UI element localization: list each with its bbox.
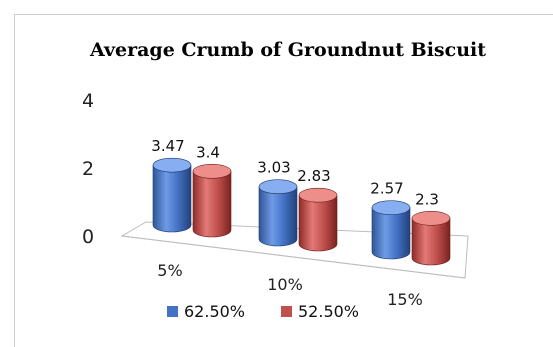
bar: [152, 157, 192, 233]
bar: [192, 164, 232, 238]
x-category-label: 15%: [387, 290, 423, 309]
legend: 62.50% 52.50%: [167, 302, 359, 321]
bar-top: [258, 179, 298, 195]
bar-top: [152, 157, 192, 173]
bar-body: [192, 171, 232, 238]
legend-swatch: [167, 306, 178, 317]
value-labels-group: 3.47 3.4 3.03 2.83 2.57 2.3: [151, 137, 439, 208]
data-label: 3.03: [257, 159, 290, 177]
data-label: 2.57: [370, 180, 403, 198]
legend-swatch: [281, 306, 292, 317]
data-label: 2.3: [415, 190, 439, 208]
legend-label: 62.50%: [184, 302, 245, 321]
bar-body: [371, 207, 411, 260]
bar-body: [258, 186, 298, 247]
bar: [298, 187, 338, 252]
bar-top: [371, 200, 411, 215]
bar-top: [298, 187, 338, 203]
y-tick-label: 4: [82, 90, 94, 112]
bar-top: [192, 164, 232, 179]
legend-label: 52.50%: [298, 302, 359, 321]
bars-group: [152, 157, 451, 266]
x-category-label: 5%: [157, 261, 182, 280]
bar-body: [298, 194, 338, 252]
bar-body: [411, 218, 451, 266]
x-category-label: 10%: [267, 275, 303, 294]
bar: [258, 179, 298, 247]
bar-top: [411, 211, 451, 226]
chart-title: Average Crumb of Groundnut Biscuit: [89, 39, 486, 61]
x-axis-categories: 5% 10% 15%: [157, 261, 422, 309]
data-label: 3.4: [196, 143, 220, 161]
bar: [411, 211, 451, 266]
data-label: 2.83: [297, 167, 330, 185]
y-tick-label: 0: [82, 226, 94, 248]
bar: [371, 200, 411, 260]
y-axis-ticks: 0 2 4: [82, 90, 94, 248]
data-label: 3.47: [151, 137, 184, 155]
y-tick-label: 2: [82, 158, 94, 180]
floor-front-edge: [121, 235, 466, 279]
bar-body: [152, 164, 192, 233]
